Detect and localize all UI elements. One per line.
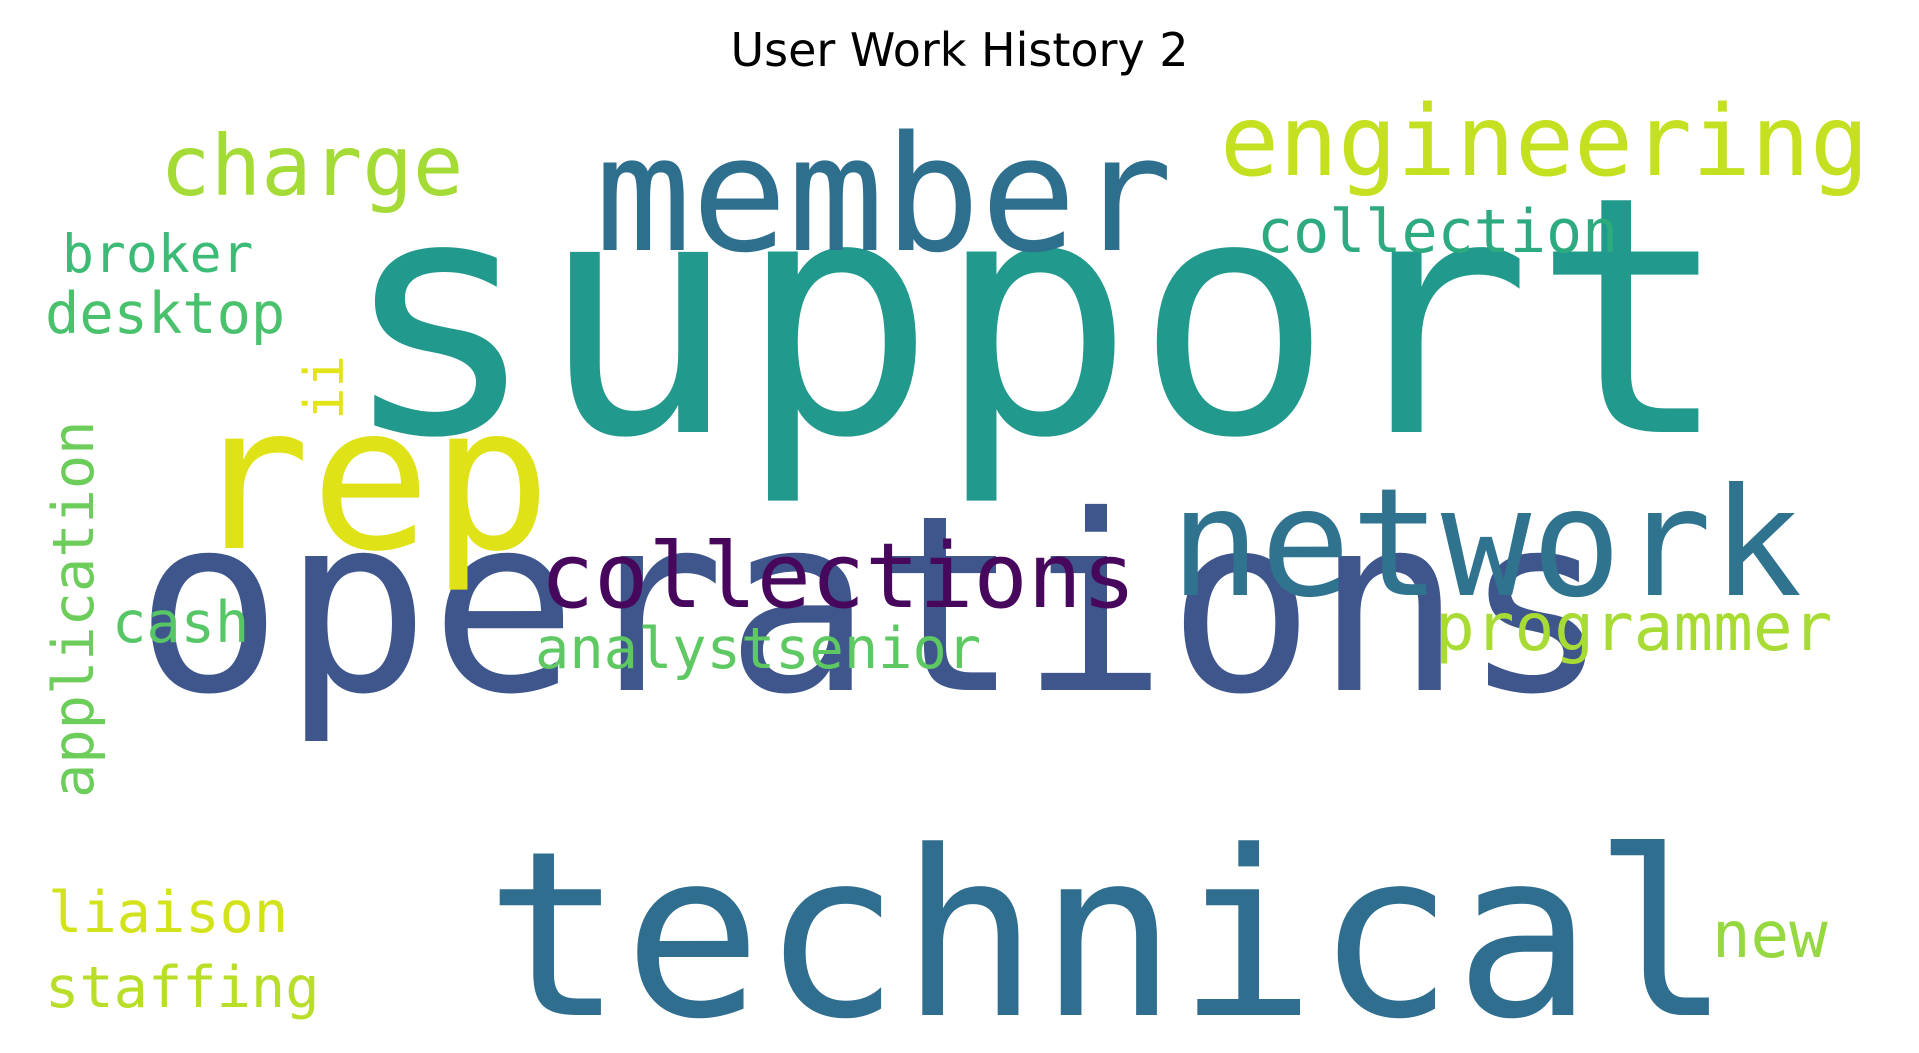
word-operations: operations xyxy=(135,463,1610,748)
word-analystsenior: analystsenior xyxy=(535,616,981,682)
word-collection: collection xyxy=(1257,197,1618,267)
word-member: member xyxy=(595,101,1173,288)
word-rep: rep xyxy=(190,363,551,596)
word-collections: collections xyxy=(540,524,1136,629)
word-technical: technical xyxy=(485,803,1731,1053)
word-programmer: programmer xyxy=(1435,589,1832,666)
word-desktop: desktop xyxy=(45,281,285,347)
chart-title: User Work History 2 xyxy=(730,23,1189,77)
word-liaison: liaison xyxy=(48,880,288,946)
word-application: application xyxy=(41,421,107,799)
word-ii: ii xyxy=(293,355,356,420)
word-new: new xyxy=(1712,899,1828,973)
word-broker: broker xyxy=(62,224,253,285)
word-network: network xyxy=(1170,457,1802,631)
word-staffing: staffing xyxy=(45,955,320,1021)
word-cash: cash xyxy=(112,590,249,656)
word-support: support xyxy=(340,126,1731,510)
word-engineering: engineering xyxy=(1220,85,1869,199)
word-charge: charge xyxy=(160,117,463,215)
